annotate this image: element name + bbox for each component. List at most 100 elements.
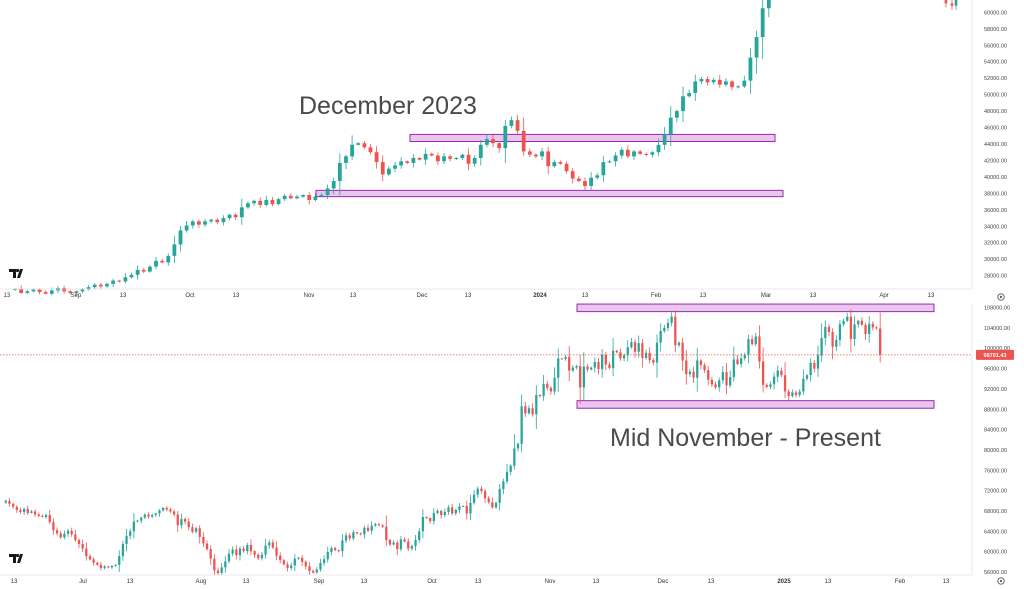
candle <box>485 139 489 145</box>
settings-icon[interactable] <box>997 293 1005 301</box>
candle <box>670 316 673 323</box>
x-tick-label: Dec <box>417 293 428 299</box>
candle <box>436 510 439 513</box>
x-tick-label: Apr <box>879 293 888 299</box>
y-tick-label: 34000.00 <box>984 224 1007 230</box>
candle <box>114 564 117 566</box>
candle <box>527 408 531 414</box>
y-tick-label: 32000.00 <box>984 241 1007 247</box>
settings-icon[interactable] <box>997 577 1005 585</box>
y-tick-label: 56000.00 <box>984 570 1007 576</box>
candle <box>842 320 845 325</box>
candle <box>165 507 168 510</box>
candle <box>655 342 659 363</box>
x-tick-label: 13 <box>810 293 817 299</box>
candle <box>864 324 867 334</box>
candle <box>718 380 721 388</box>
candle <box>81 544 84 549</box>
candle <box>392 542 395 545</box>
candle <box>286 564 289 568</box>
candle <box>648 352 651 360</box>
btc-2024-panel[interactable] <box>0 303 972 576</box>
candle <box>677 342 681 346</box>
x-tick-label: 2024 <box>533 293 547 299</box>
candle <box>546 383 549 388</box>
candle <box>344 156 348 163</box>
candle <box>576 178 581 182</box>
candle <box>107 566 110 568</box>
support-resistance-zone <box>576 400 935 409</box>
candle <box>117 280 122 282</box>
candle <box>275 547 278 556</box>
candle <box>564 356 567 359</box>
candle <box>638 151 643 154</box>
candle <box>440 510 443 516</box>
candle <box>535 395 538 415</box>
candle <box>279 555 282 561</box>
candle <box>466 154 471 164</box>
candle <box>540 151 544 157</box>
candle <box>805 375 809 379</box>
candle <box>458 506 461 510</box>
candle <box>802 378 805 392</box>
candle <box>282 195 287 200</box>
candle <box>681 96 685 112</box>
candle <box>227 214 232 219</box>
candle <box>220 567 223 573</box>
candle <box>307 195 312 200</box>
candle <box>542 383 545 397</box>
candle <box>791 392 794 397</box>
candle <box>399 161 404 166</box>
candle <box>534 154 538 157</box>
candle <box>659 330 662 343</box>
candle <box>77 539 81 544</box>
candle <box>253 551 256 555</box>
candle <box>393 165 397 169</box>
x-tick-label: 13 <box>943 579 950 585</box>
candle <box>780 370 783 376</box>
candle <box>350 144 355 157</box>
candle <box>48 515 51 523</box>
candle <box>169 509 172 512</box>
candle <box>362 143 367 148</box>
candle <box>633 342 637 352</box>
candle <box>377 524 381 526</box>
candle <box>546 151 551 167</box>
candle <box>99 564 103 568</box>
candle <box>729 377 732 386</box>
candle <box>19 509 22 512</box>
candle <box>355 532 359 534</box>
candle <box>86 287 91 290</box>
candle <box>301 557 304 562</box>
candle <box>451 507 454 514</box>
candle <box>172 244 177 256</box>
y-tick-label: 52000.00 <box>984 76 1007 82</box>
candle <box>366 527 370 531</box>
candle <box>368 147 373 153</box>
y-tick-label: 42000.00 <box>984 158 1007 164</box>
candle <box>178 230 183 245</box>
candle <box>857 320 860 325</box>
candle <box>129 274 134 278</box>
candle <box>853 324 856 340</box>
candle <box>846 316 849 321</box>
x-tick-label: Aug <box>196 579 207 585</box>
y-tick-label: 108000.00 <box>984 306 1010 312</box>
candle <box>257 554 260 559</box>
candle <box>85 548 88 557</box>
y-tick-label: 60000.00 <box>984 10 1007 16</box>
btc-2023-panel[interactable] <box>13 0 958 296</box>
y-tick-label: 48000.00 <box>984 109 1007 115</box>
candle <box>429 153 434 156</box>
x-tick-label: Feb <box>651 293 662 299</box>
candle <box>583 181 587 186</box>
candle <box>74 291 79 293</box>
candle <box>714 384 717 388</box>
candle <box>736 86 741 88</box>
y-tick-label: 92000.00 <box>984 387 1007 393</box>
candle <box>288 195 293 199</box>
candle <box>742 80 747 87</box>
candle <box>688 371 692 375</box>
candle <box>625 149 630 157</box>
